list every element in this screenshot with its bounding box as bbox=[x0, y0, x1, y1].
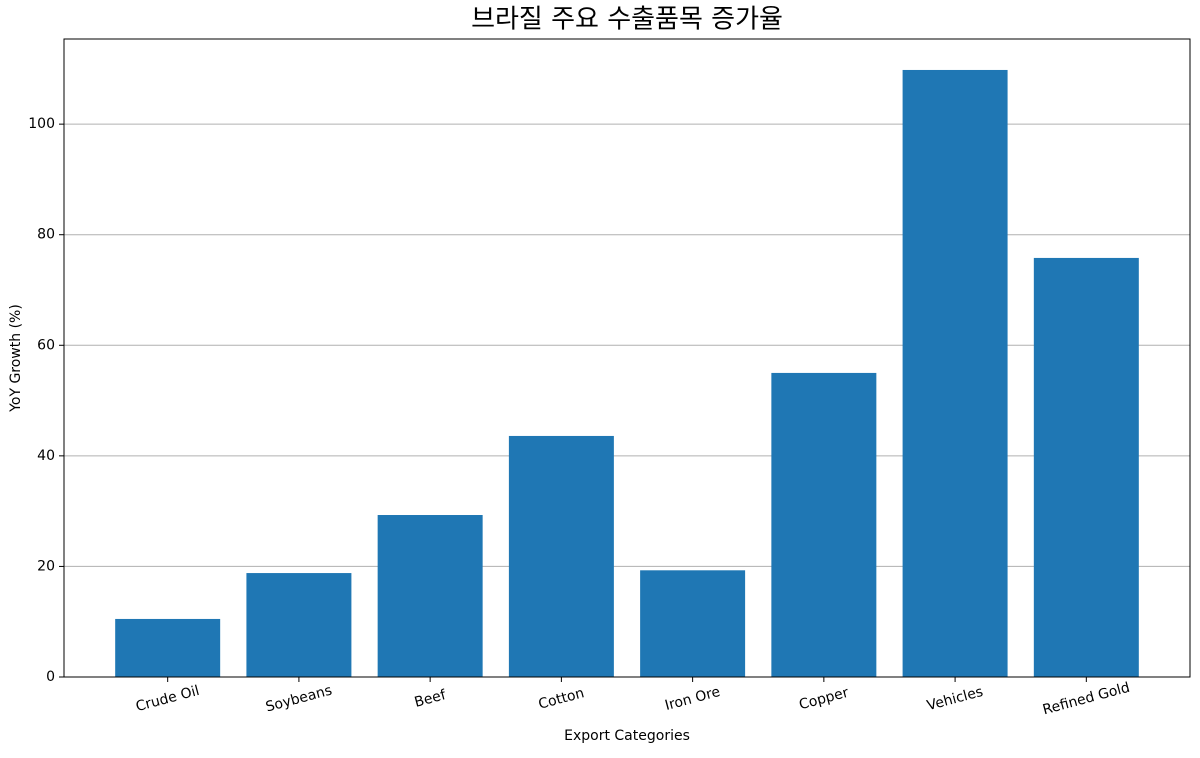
bar bbox=[1033, 257, 1139, 677]
bar bbox=[902, 69, 1008, 677]
y-tick-label: 100 bbox=[28, 116, 55, 132]
x-tick-label: Iron Ore bbox=[663, 684, 722, 714]
x-axis-label: Export Categories bbox=[564, 728, 690, 744]
x-tick-label: Crude Oil bbox=[134, 683, 201, 715]
x-tick-label: Beef bbox=[413, 687, 449, 711]
x-tick-label: Cotton bbox=[537, 685, 586, 713]
x-tick-label: Copper bbox=[797, 685, 850, 714]
bar bbox=[640, 570, 746, 677]
y-axis-label: YoY Growth (%) bbox=[8, 304, 24, 413]
x-tick-label: Refined Gold bbox=[1041, 680, 1132, 719]
plot-frame bbox=[63, 38, 1191, 678]
bar bbox=[377, 515, 483, 677]
bar bbox=[115, 618, 221, 677]
y-tick-label: 40 bbox=[37, 448, 55, 464]
bar bbox=[508, 435, 614, 677]
x-tick-label: Soybeans bbox=[264, 682, 334, 715]
y-tick-label: 20 bbox=[37, 558, 55, 574]
y-tick-label: 0 bbox=[46, 669, 55, 685]
bar bbox=[771, 372, 877, 677]
y-tick-label: 60 bbox=[37, 337, 55, 353]
bar bbox=[246, 573, 352, 677]
chart-title: 브라질 주요 수출품목 증가율 bbox=[471, 5, 783, 35]
x-tick-label: Vehicles bbox=[925, 684, 985, 714]
y-tick-label: 80 bbox=[37, 227, 55, 243]
